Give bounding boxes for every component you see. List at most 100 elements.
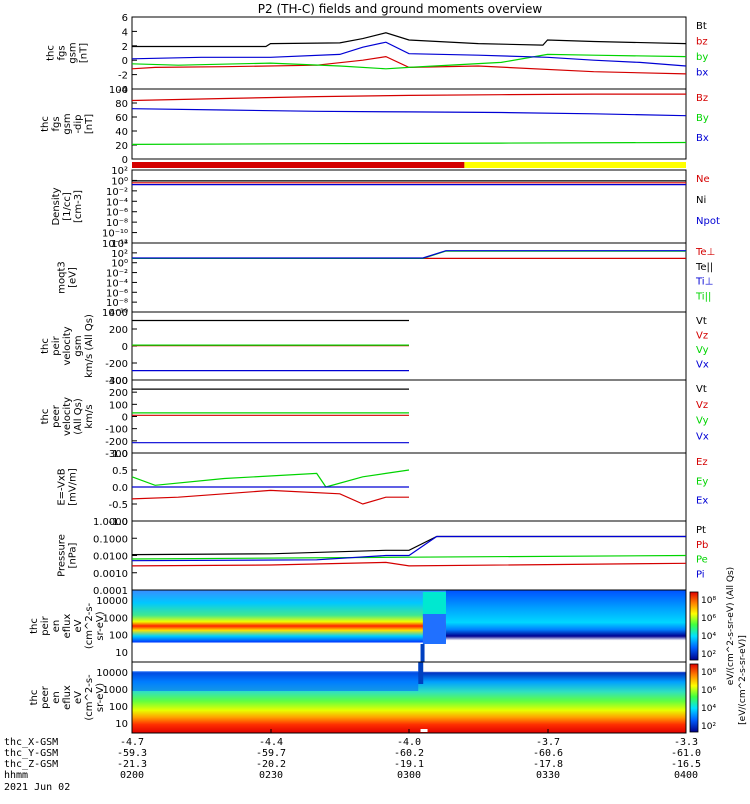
colorbar-tick-label: 10² <box>701 722 716 732</box>
y-tick-label: 100 <box>109 400 128 411</box>
legend-label: Te⊥ <box>695 247 715 258</box>
y-tick-label: 0 <box>122 413 128 424</box>
colorbar-tick-label: 10⁴ <box>701 704 716 714</box>
spectrogram-upper-band <box>132 671 419 691</box>
legend-label: Vz <box>696 400 708 411</box>
y-axis-label: [mV/m] <box>68 468 79 506</box>
colorbar-tick-label: 10⁶ <box>701 686 716 696</box>
x-row-value: -20.2 <box>256 759 286 770</box>
y-tick-label: -200 <box>105 359 128 370</box>
y-axis-label: sr-eV) <box>95 611 106 640</box>
x-time-tick-label: 0300 <box>397 770 421 781</box>
y-tick-label: 1.0000 <box>93 517 128 528</box>
y-axis-label: velocity <box>62 326 73 365</box>
x-time-label: hhmm <box>4 770 28 781</box>
x-time-tick-label: 0200 <box>120 770 144 781</box>
y-tick-label: 0.0010 <box>93 569 128 580</box>
y-tick-label: 10⁻⁸ <box>106 298 128 309</box>
y-tick-label: 10⁻⁴ <box>106 197 128 208</box>
series-line-bz <box>131 93 686 102</box>
y-tick-label: 20 <box>115 141 128 152</box>
y-axis-label: [nT] <box>79 43 90 63</box>
y-tick-label: 200 <box>109 325 128 336</box>
y-tick-label: -0.5 <box>108 500 128 511</box>
legend-label: Ne <box>696 174 710 185</box>
y-axis-label: thc <box>29 618 40 634</box>
y-tick-label: -100 <box>105 425 128 436</box>
y-axis-label: km/s <box>84 404 95 428</box>
legend-label: Ni <box>696 195 706 206</box>
y-tick-label: 10⁻⁴ <box>106 278 128 289</box>
panel-5: 400 200 0 -200 -400 thc peir velocity gsm km/s (A… <box>40 308 709 387</box>
x-row-value: -59.7 <box>256 748 286 759</box>
y-axis-label: gsm <box>73 335 84 356</box>
y-axis-label: [cm-3] <box>73 190 84 223</box>
x-row-value: -17.8 <box>533 759 563 770</box>
y-axis-label: eflux <box>62 685 73 710</box>
x-axis-labels: thc_X-GSM -4.7 -4.4 -4.0 -3.7 -3.3 thc_Y-GSM -5… <box>4 729 701 793</box>
y-axis-label: (All Qs) <box>73 398 84 435</box>
y-tick-label: 10 <box>115 719 128 730</box>
panel-frame <box>131 169 687 244</box>
legend-label: Pe <box>696 555 708 566</box>
legend-label: Te|| <box>695 262 713 273</box>
y-axis-label: velocity <box>62 397 73 436</box>
y-tick-label: 100 <box>109 631 128 642</box>
panel-7: 1.0 0.5 0.0 -0.5 -1.0 E=-VxB [mV/m] Ez Ey Ex <box>57 449 709 528</box>
panel-3: 10²10⁰10⁻²10⁻⁴10⁻⁶10⁻⁸10⁻¹⁰10⁻¹²Density[… <box>51 166 720 250</box>
y-tick-label: 300 <box>109 376 128 387</box>
y-tick-label: 10⁰ <box>111 259 128 270</box>
y-axis-label: [eV] <box>68 267 79 288</box>
y-tick-label: 0.0100 <box>93 552 128 563</box>
panel-frame <box>131 88 687 160</box>
legend-label: Bz <box>696 93 708 104</box>
x-row-value: -21.3 <box>117 759 147 770</box>
panel-10: 10000 1000 100 10 thc peer en eflux eV (cm^2-s-sr… <box>29 661 687 734</box>
y-tick-label: -4 <box>118 85 128 96</box>
y-tick-label: 10⁻² <box>106 187 128 198</box>
y-tick-label: 10⁻¹² <box>102 239 128 250</box>
x-row-value: -60.2 <box>394 748 424 759</box>
series-line-bx <box>131 41 687 67</box>
y-tick-label: -1.0 <box>108 517 128 528</box>
y-tick-label: 40 <box>115 127 128 138</box>
legend-label: Vx <box>696 431 709 442</box>
y-tick-label: 0 <box>122 155 128 166</box>
panel-2: 100 80 60 40 20 0 thc fgs gsm -dip [nT] Bz By Bx <box>40 85 709 166</box>
panel-frame <box>131 379 687 454</box>
spectrogram-burst-lower <box>422 614 446 644</box>
x-row-value: -60.6 <box>533 748 563 759</box>
x-date-label: 2021 Jun 02 <box>4 782 70 793</box>
panel-1: 6 4 2 0 -2 -4 thc fgs gsm [nT] Bt bz by bx <box>46 13 709 96</box>
colorbar-tick-label: 10⁸ <box>701 596 716 606</box>
spectrogram-burst <box>422 592 446 614</box>
x-row-value: -19.1 <box>394 759 424 770</box>
series-line-ey <box>131 469 410 488</box>
y-tick-label: 0.0001 <box>93 586 128 597</box>
y-tick-label: 6 <box>122 13 128 24</box>
legend-label: Pt <box>696 525 706 536</box>
x-row-label: thc_Y-GSM <box>4 748 58 759</box>
y-axis-label: sr-eV) <box>95 683 106 712</box>
y-tick-label: 10² <box>111 249 128 260</box>
y-axis-label: peer <box>51 404 62 428</box>
y-tick-label: 10000 <box>96 668 128 679</box>
legend-label: Ez <box>696 457 708 468</box>
x-row-value: -4.7 <box>120 737 144 748</box>
y-tick-label: -2 <box>118 71 128 82</box>
x-row-label: thc_Z-GSM <box>4 759 58 770</box>
y-tick-label: 0 <box>122 342 128 353</box>
y-tick-label: 100 <box>109 85 128 96</box>
legend-label: Ey <box>696 476 708 487</box>
y-axis-label: eV <box>73 691 84 704</box>
series-line-ez <box>131 489 409 505</box>
y-tick-label: 10 <box>115 648 128 659</box>
y-tick-label: 100 <box>109 702 128 713</box>
x-row-value: -4.0 <box>397 737 421 748</box>
legend-label: Bx <box>696 133 709 144</box>
y-tick-label: -300 <box>105 449 128 460</box>
